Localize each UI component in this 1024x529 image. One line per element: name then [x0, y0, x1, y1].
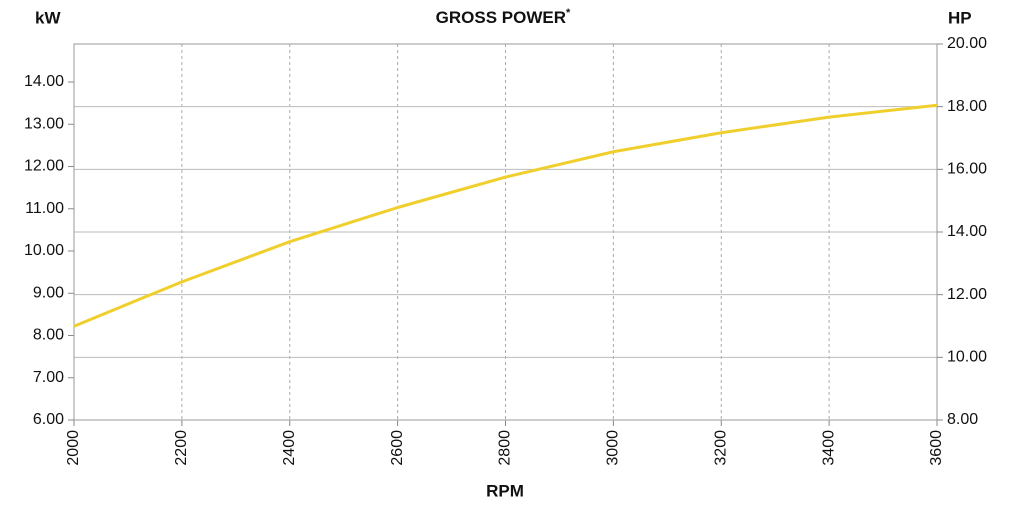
- y2-tick-label: 14.00: [947, 223, 987, 240]
- y-tick-label: 6.00: [33, 411, 64, 428]
- y-tick-label: 13.00: [24, 115, 64, 132]
- y-tick-label: 10.00: [24, 242, 64, 259]
- y-tick-label: 9.00: [33, 284, 64, 301]
- y2-tick-label: 12.00: [947, 286, 987, 303]
- x-tick-label: 2800: [497, 430, 514, 466]
- y2-tick-label: 18.00: [947, 98, 987, 115]
- x-tick-label: 3200: [712, 430, 729, 466]
- y-axis-label: kW: [35, 8, 61, 27]
- y2-tick-label: 20.00: [947, 35, 987, 52]
- y-tick-label: 14.00: [24, 73, 64, 90]
- y2-tick-label: 8.00: [947, 411, 978, 428]
- y-tick-label: 8.00: [33, 327, 64, 344]
- x-tick-label: 2000: [65, 430, 82, 466]
- x-tick-label: 3400: [820, 430, 837, 466]
- y-tick-label: 11.00: [25, 200, 64, 217]
- plot-frame: [73, 43, 938, 421]
- y2-tick-label: 16.00: [947, 161, 987, 178]
- y-tick-label: 12.00: [24, 158, 64, 175]
- line-series: [73, 103, 938, 328]
- x-tick-label: 2600: [389, 430, 406, 466]
- x-tick-label: 2200: [173, 430, 190, 466]
- y2-axis-label: HP: [948, 8, 972, 27]
- chart-title: GROSS POWER*: [436, 7, 571, 28]
- x-tick-label: 2400: [281, 430, 298, 466]
- y2-tick-label: 10.00: [947, 349, 987, 366]
- y-tick-label: 7.00: [33, 369, 64, 386]
- x-tick-label: 3600: [928, 430, 945, 466]
- x-axis-label: RPM: [486, 481, 524, 500]
- x-tick-label: 3000: [605, 430, 622, 466]
